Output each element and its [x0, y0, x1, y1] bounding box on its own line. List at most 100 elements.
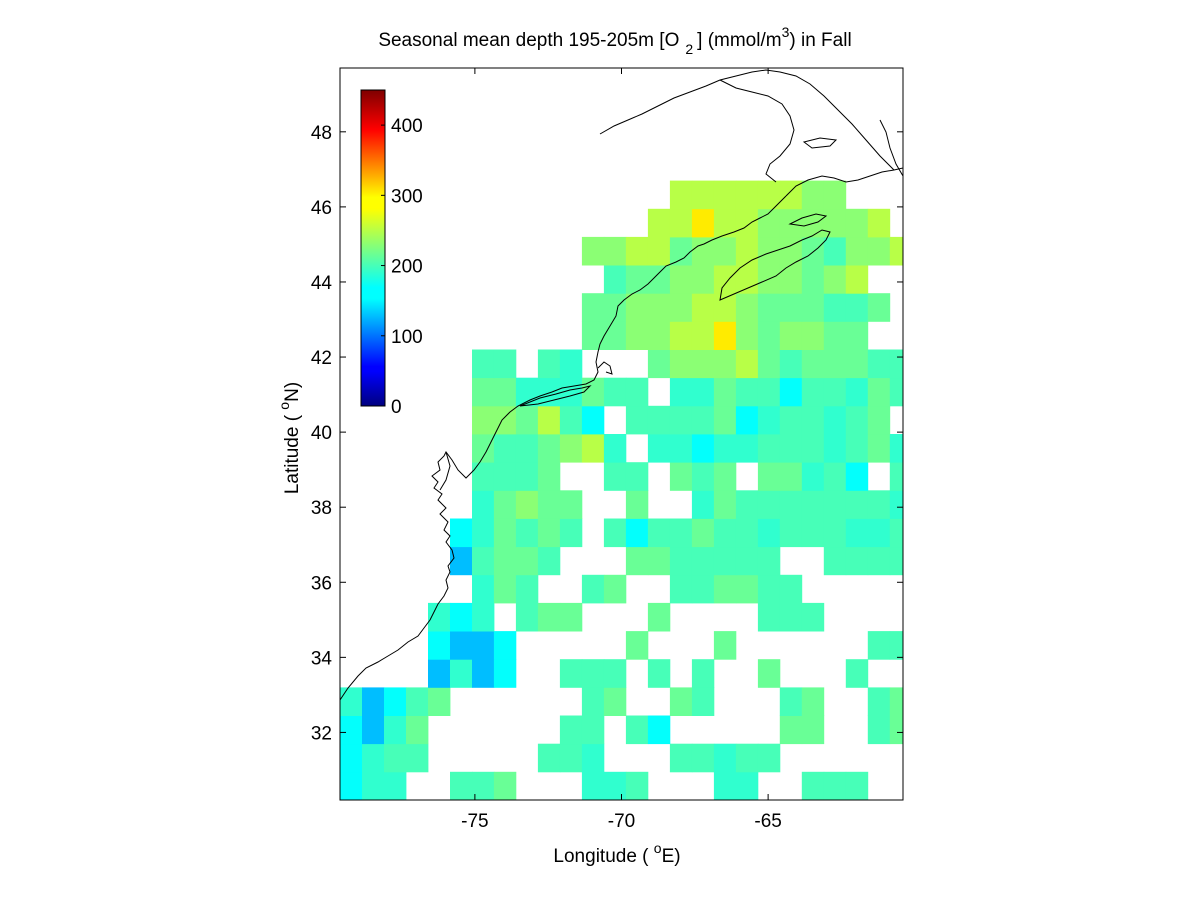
data-cell — [362, 743, 385, 773]
data-cell — [691, 546, 715, 576]
data-cell — [625, 405, 649, 435]
data-cell — [669, 293, 693, 322]
x-tick-label: -70 — [608, 811, 635, 832]
data-cell — [823, 405, 847, 435]
data-cell — [691, 462, 715, 491]
data-cell — [845, 771, 869, 800]
data-cell — [581, 405, 605, 435]
data-cell — [625, 377, 649, 407]
delmarva — [439, 451, 451, 491]
data-cell — [956, 68, 978, 97]
data-cell — [845, 434, 869, 463]
data-cell — [1066, 519, 1088, 548]
data-cell — [845, 321, 869, 350]
data-cell — [779, 349, 803, 379]
data-cell — [559, 602, 583, 632]
data-cell — [1000, 547, 1022, 576]
data-cell — [1000, 519, 1022, 548]
data-cell — [1022, 547, 1044, 576]
data-cell — [515, 490, 539, 519]
data-cell — [934, 350, 956, 379]
data-cell — [779, 321, 803, 350]
data-cell — [978, 237, 1000, 266]
data-cell — [625, 715, 649, 745]
data-cell — [713, 574, 737, 604]
data-cell — [934, 406, 956, 435]
data-cell — [1044, 687, 1066, 716]
data-cell — [626, 0, 648, 12]
data-cell — [889, 434, 903, 463]
data-cell — [625, 771, 649, 800]
data-cell — [1022, 0, 1044, 12]
data-cell — [428, 602, 451, 632]
data-cell — [779, 293, 803, 322]
st-lawrence-north — [599, 69, 895, 171]
data-cell — [713, 434, 737, 463]
data-cell — [889, 518, 903, 548]
data-cell — [340, 715, 363, 745]
data-cell — [889, 715, 903, 745]
data-cell — [713, 377, 737, 407]
data-cell — [779, 180, 803, 210]
data-cell — [978, 519, 1000, 548]
data-cell — [493, 518, 517, 548]
data-cell — [647, 321, 671, 350]
gulf-st-lawrence-south — [785, 167, 903, 197]
data-cell — [493, 631, 517, 660]
data-cell — [1132, 519, 1154, 548]
data-cell — [691, 321, 715, 350]
data-cell — [735, 743, 759, 773]
data-cell — [450, 602, 473, 632]
data-cell — [889, 349, 903, 379]
data-cell — [559, 743, 583, 773]
data-cell — [669, 321, 693, 350]
data-cell — [713, 771, 737, 800]
data-cell — [1022, 659, 1044, 688]
data-cell — [472, 434, 495, 463]
data-cell — [956, 0, 978, 12]
data-cell — [889, 462, 903, 491]
data-cell — [340, 743, 363, 773]
data-cell — [978, 406, 1000, 435]
data-cell — [934, 96, 956, 125]
data-cell — [515, 518, 539, 548]
data-cell — [912, 237, 934, 266]
data-cell — [823, 180, 847, 210]
data-cell — [691, 405, 715, 435]
data-cell — [1044, 293, 1066, 322]
data-cell — [669, 546, 693, 576]
data-cell — [779, 518, 803, 548]
data-cell — [1000, 631, 1022, 660]
title-mid: ] (mmol/m — [697, 30, 781, 51]
cape-cod — [597, 361, 613, 375]
data-cell — [801, 180, 825, 210]
data-cell — [912, 209, 934, 238]
data-cell — [1044, 181, 1066, 210]
data-cell — [823, 771, 847, 800]
data-cell — [559, 377, 583, 407]
data-cell — [956, 378, 978, 407]
data-cell — [1000, 490, 1022, 519]
data-cell — [801, 265, 825, 294]
data-cell — [625, 546, 649, 576]
data-cell — [1066, 378, 1088, 407]
data-cell — [779, 405, 803, 435]
data-cell — [779, 462, 803, 491]
data-cell — [603, 434, 627, 463]
data-cell — [472, 602, 495, 632]
data-cell — [1044, 378, 1066, 407]
data-cell — [867, 518, 891, 548]
data-cell — [978, 631, 1000, 660]
data-cell — [1044, 490, 1066, 519]
data-cell — [934, 687, 956, 716]
data-cell — [867, 377, 891, 407]
data-cell — [757, 462, 781, 491]
chart-title: Seasonal mean depth 195-205m [O 2] (mmol/… — [378, 24, 851, 57]
data-cell — [912, 659, 934, 688]
data-cell — [625, 490, 649, 519]
data-cell — [1044, 321, 1066, 350]
data-cell — [845, 462, 869, 491]
data-cell — [669, 518, 693, 548]
data-cell — [537, 405, 561, 435]
data-cell — [384, 715, 407, 745]
